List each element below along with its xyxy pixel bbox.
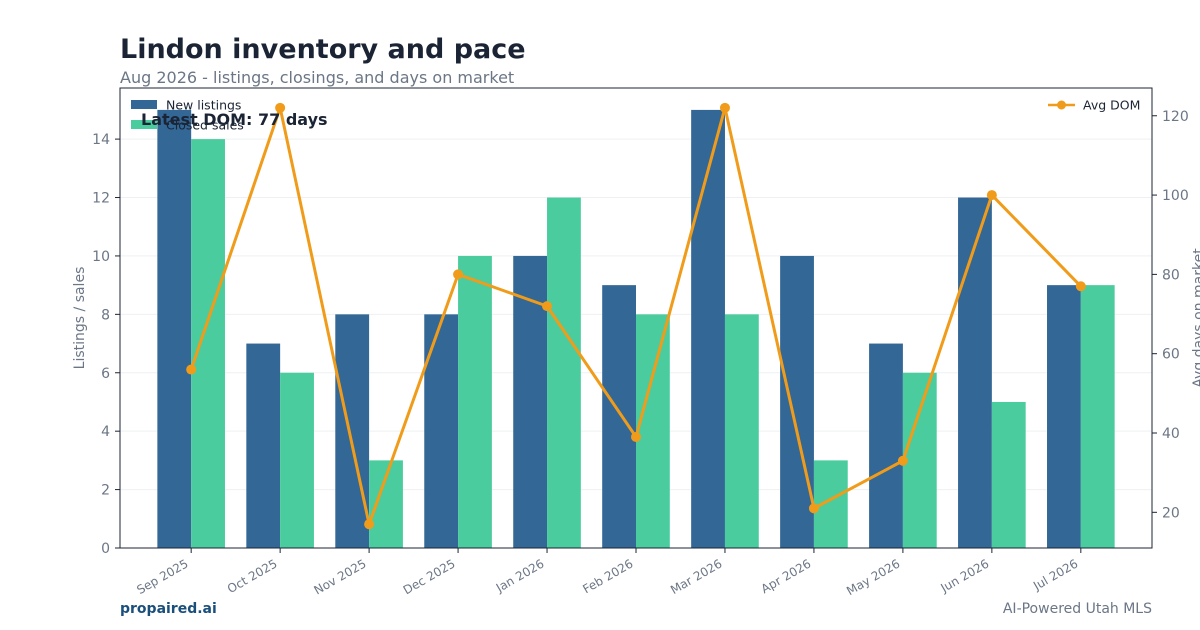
legend-swatch-closed-sales [131, 120, 157, 129]
bar-new-listings [246, 343, 281, 548]
avg-dom-point [275, 102, 286, 113]
x-tick-label: Apr 2026 [759, 556, 814, 596]
bar-new-listings [424, 314, 459, 548]
y2-tick-label: 120 [1162, 109, 1189, 125]
y-tick-label: 12 [92, 191, 110, 207]
legend-marker-avg-dom [1057, 100, 1066, 110]
y-tick-label: 10 [92, 249, 110, 265]
bar-closed-sales [991, 401, 1026, 548]
brand-logo-text: propaired.ai [120, 601, 217, 617]
bar-new-listings [780, 255, 814, 548]
x-tick-label: Jul 2026 [1030, 556, 1080, 593]
latest-dom-annotation: Latest DOM: 77 days [141, 110, 328, 129]
bar-new-listings [157, 109, 192, 549]
legend-label-avg-dom: Avg DOM [1083, 98, 1140, 113]
bar-new-listings [1047, 285, 1081, 548]
x-tick-label: Dec 2025 [401, 556, 458, 597]
footer-tagline: AI-Powered Utah MLS [1002, 601, 1152, 617]
bar-closed-sales [458, 255, 492, 548]
bar-closed-sales [636, 314, 670, 548]
legend-label-closed-sales: Closed sales [166, 118, 244, 133]
x-tick-label: Oct 2025 [225, 556, 280, 596]
legend-right: Avg DOM [1048, 98, 1140, 113]
right-axis-ticks: 20 40 60 80 100 120 [1152, 109, 1189, 521]
x-tick-label: Feb 2026 [580, 556, 635, 596]
left-axis-ticks: 0 2 4 6 8 10 12 14 [92, 132, 120, 557]
y2-tick-label: 20 [1162, 505, 1180, 521]
y-tick-label: 14 [92, 132, 110, 148]
x-tick-label: Jun 2026 [938, 556, 992, 595]
y2-axis-label: Avg days on market [1191, 248, 1200, 388]
bar-closed-sales [1080, 285, 1115, 548]
bar-new-listings [958, 197, 992, 548]
page-title: Lindon inventory and pace [120, 34, 526, 65]
avg-dom-point [719, 102, 730, 113]
bar-closed-sales [547, 197, 581, 548]
bar-closed-sales [280, 372, 314, 548]
avg-dom-point [986, 190, 997, 201]
page-subtitle: Aug 2026 - listings, closings, and days … [120, 68, 515, 87]
y-tick-label: 8 [101, 307, 110, 323]
y2-tick-label: 40 [1162, 426, 1180, 442]
y-tick-label: 6 [101, 366, 110, 382]
bars [157, 109, 1115, 549]
avg-dom-point [631, 431, 641, 442]
avg-dom-point [364, 519, 375, 530]
bar-new-listings [602, 285, 636, 548]
x-axis-ticks: Sep 2025 Oct 2025 Nov 2025 Dec 2025 Jan 2026… [134, 548, 1082, 598]
x-tick-label: May 2026 [844, 556, 902, 598]
legend-swatch-new-listings [131, 100, 157, 109]
avg-dom-point [186, 364, 197, 375]
avg-dom-point [453, 269, 464, 280]
avg-dom-point [1075, 281, 1086, 292]
y2-tick-label: 60 [1162, 347, 1180, 363]
bar-closed-sales [902, 372, 937, 548]
bar-closed-sales [191, 139, 225, 548]
y-tick-label: 2 [101, 483, 110, 499]
x-tick-label: Jan 2026 [493, 556, 547, 595]
bar-new-listings [335, 314, 370, 548]
avg-dom-point [897, 455, 908, 466]
x-tick-label: Nov 2025 [312, 556, 369, 597]
y-axis-label: Listings / sales [72, 267, 88, 370]
bar-closed-sales [724, 314, 759, 548]
legend-left: New listings Closed sales [131, 98, 244, 133]
avg-dom-point [542, 301, 553, 312]
x-tick-label: Mar 2026 [668, 556, 724, 597]
y2-tick-label: 80 [1162, 267, 1180, 283]
x-tick-label: Sep 2025 [134, 556, 190, 597]
avg-dom-point [808, 503, 819, 514]
y-tick-label: 0 [101, 541, 110, 557]
bar-new-listings [869, 343, 903, 548]
legend-label-new-listings: New listings [166, 98, 241, 113]
dom-line [186, 102, 1086, 530]
bar-new-listings [691, 109, 725, 549]
y-tick-label: 4 [101, 424, 110, 440]
y2-tick-label: 100 [1162, 188, 1189, 204]
